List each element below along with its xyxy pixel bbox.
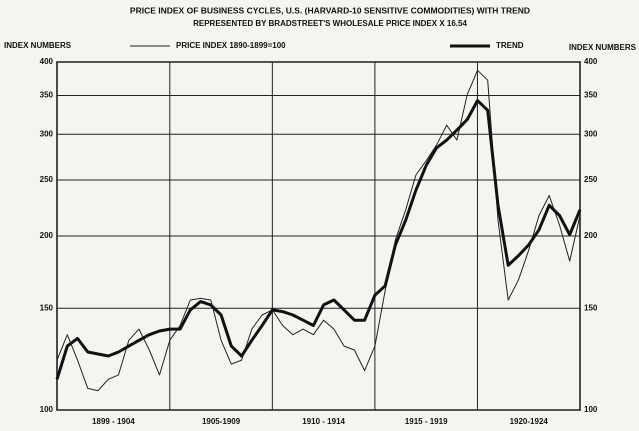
x-period-label: 1905-1909 [202,417,241,426]
y2-tick-label: 400 [584,57,598,66]
y-tick-label: 350 [40,91,54,100]
legend-label: TREND [496,41,524,50]
y-tick-label: 150 [40,303,54,312]
x-period-label: 1899 - 1904 [92,417,135,426]
y2-tick-label: 200 [584,231,598,240]
y2-tick-label: 100 [584,405,598,414]
y2-tick-label: 150 [584,303,598,312]
chart-title: PRICE INDEX OF BUSINESS CYCLES, U.S. (HA… [130,5,530,15]
y2-tick-label: 250 [584,175,598,184]
y2-axis-label: INDEX NUMBERS [569,43,637,52]
legend-label: PRICE INDEX 1890-1899=100 [176,41,286,50]
x-period-label: 1920-1924 [510,417,549,426]
y-tick-label: 100 [40,405,54,414]
y-tick-label: 200 [40,231,54,240]
chart-subtitle: REPRESENTED BY BRADSTREET'S WHOLESALE PR… [193,19,467,28]
series-line [55,99,582,380]
y2-tick-label: 350 [584,91,598,100]
y-tick-label: 300 [40,129,54,138]
y-tick-label: 250 [40,175,54,184]
x-period-label: 1915 - 1919 [405,417,448,426]
x-period-label: 1910 - 1914 [302,417,345,426]
y2-tick-label: 300 [584,129,598,138]
y-tick-label: 400 [40,57,54,66]
y-axis-label: INDEX NUMBERS [4,41,72,50]
